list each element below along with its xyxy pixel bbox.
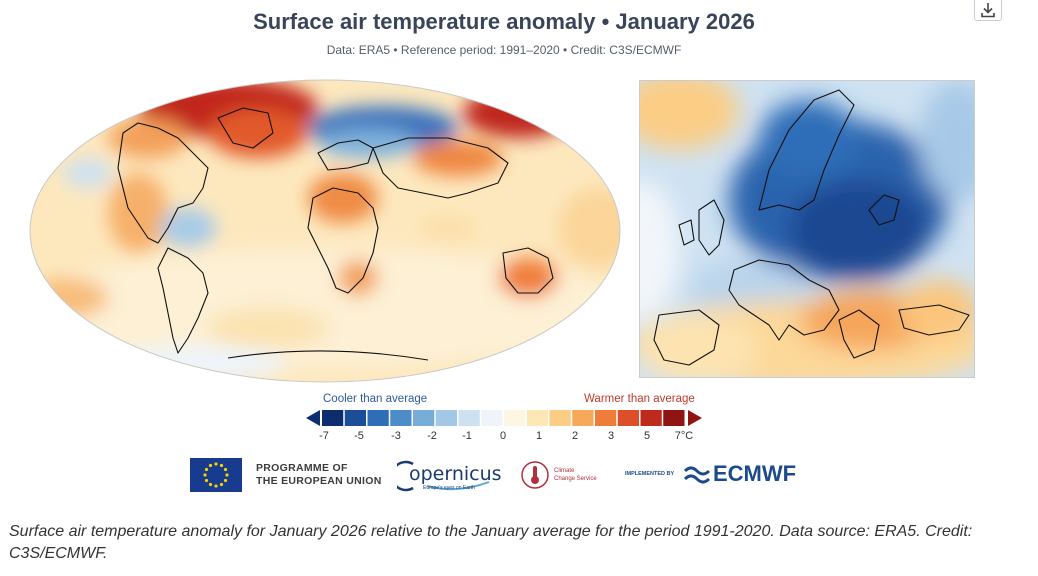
- eu-star: [225, 473, 229, 477]
- colorbar-swatch: [595, 410, 617, 426]
- copernicus-swoosh-icon: [397, 460, 490, 492]
- c3s-wordmark: Climate Change Service: [554, 467, 597, 483]
- eu-line-1: PROGRAMME OF: [256, 462, 348, 474]
- colorbar-swatch: [367, 410, 389, 426]
- eu-star: [219, 482, 224, 487]
- colorbar-swatch: [435, 410, 457, 426]
- thermometer-icon: [521, 461, 549, 489]
- eu-star: [208, 482, 213, 487]
- colorbar-swatch: [390, 410, 412, 426]
- eu-star: [208, 463, 213, 468]
- colorbar-swatch: [458, 410, 480, 426]
- colorbar-tick: -7: [319, 430, 329, 442]
- eu-star: [223, 478, 228, 483]
- eu-star: [203, 473, 207, 477]
- eu-star: [214, 484, 218, 488]
- colorbar-swatch: [413, 410, 435, 426]
- colorbar-tick: -1: [462, 430, 472, 442]
- colorbar-tick: 2: [571, 430, 579, 442]
- europe-anomaly-map: [639, 80, 975, 378]
- implemented-by-label: IMPLEMENTED BY: [625, 471, 675, 477]
- eu-star: [204, 478, 209, 483]
- colorbar-swatch: [322, 410, 344, 426]
- colorbar-swatch: [481, 410, 503, 426]
- colorbar-swatch: [617, 410, 639, 426]
- c3s-logo: Climate Change Service: [520, 458, 610, 492]
- partner-logos: PROGRAMME OF THE EUROPEAN UNION opernicu…: [190, 456, 830, 496]
- ecmwf-logo: ECMWF: [683, 460, 823, 490]
- data-source-subtitle: Data: ERA5 • Reference period: 1991–2020…: [326, 43, 682, 57]
- colorbar-swatch: [663, 410, 685, 426]
- eu-line-2: THE EUROPEAN UNION: [256, 475, 382, 487]
- eu-star: [219, 463, 224, 468]
- colorbar-swatch: [640, 410, 662, 426]
- ecmwf-wordmark: ECMWF: [713, 461, 797, 486]
- colorbar-arrow-warm: [688, 410, 702, 426]
- colorbar-tick-labels: -7 -5 -3 -2 -1 0 1 2 3 5 7°C: [0, 430, 1038, 446]
- colorbar-tick: -2: [427, 430, 437, 442]
- colorbar-swatch: [526, 410, 548, 426]
- temperature-colorbar: [306, 410, 702, 426]
- ecmwf-wave-icon: [683, 466, 711, 484]
- eu-flag-logo: [190, 458, 242, 492]
- download-button[interactable]: [974, 0, 1002, 21]
- eu-star: [223, 467, 228, 472]
- colorbar-swatch: [344, 410, 366, 426]
- copernicus-logo: opernicus Europe's eyes on Earth: [397, 458, 502, 492]
- colorbar-tick: 1: [535, 430, 543, 442]
- eu-star: [214, 462, 218, 466]
- copernicus-tagline: Europe's eyes on Earth: [423, 485, 475, 491]
- colorbar-tick: 0: [499, 430, 507, 442]
- c3s-line-2: Change Service: [554, 476, 597, 482]
- copernicus-wordmark: opernicus: [409, 463, 502, 485]
- colorbar-tick: 7°C: [674, 430, 694, 442]
- colorbar-arrow-cold: [306, 410, 320, 426]
- colorbar-swatch: [572, 410, 594, 426]
- cooler-than-average-label: Cooler than average: [323, 393, 428, 405]
- colorbar-swatch: [504, 410, 526, 426]
- figure-caption: Surface air temperature anomaly for Janu…: [9, 523, 973, 562]
- warmer-than-average-label: Warmer than average: [584, 393, 695, 405]
- colorbar-swatch: [549, 410, 571, 426]
- eu-star: [204, 467, 209, 472]
- eu-stars-icon: [203, 462, 229, 488]
- eu-programme-text: PROGRAMME OF THE EUROPEAN UNION: [256, 462, 382, 488]
- colorbar-tick: 3: [607, 430, 615, 442]
- c3s-line-1: Climate: [554, 468, 575, 474]
- colorbar-tick: 5: [643, 430, 651, 442]
- download-icon: [981, 3, 995, 18]
- page-title: Surface air temperature anomaly • Januar…: [253, 9, 755, 34]
- colorbar-tick: -5: [354, 430, 364, 442]
- global-anomaly-map: [29, 79, 621, 383]
- colorbar-tick: -3: [391, 430, 401, 442]
